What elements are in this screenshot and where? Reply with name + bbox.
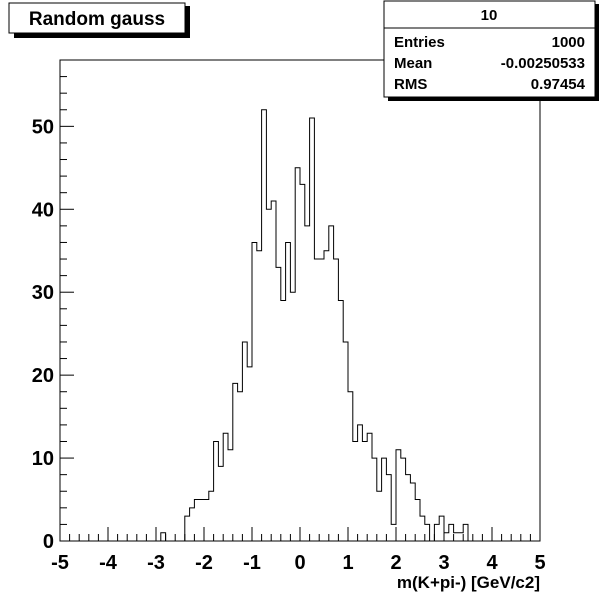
- plot-frame: [59, 59, 541, 542]
- x-tick-label: 4: [486, 552, 498, 574]
- histogram-bar-32: [214, 441, 219, 541]
- x-tick-label: 2: [390, 552, 401, 574]
- histogram-bar-82: [454, 533, 459, 541]
- histogram-outline: [60, 109, 540, 542]
- histogram-bar-79: [439, 516, 444, 541]
- histogram-bar-67: [382, 458, 387, 541]
- histogram-bar-84: [463, 524, 468, 541]
- histogram-bar-36: [233, 383, 238, 541]
- histogram-bar-66: [377, 491, 382, 541]
- histogram-bar-44: [271, 201, 276, 541]
- histogram-bar-58: [338, 301, 343, 542]
- stats-box: 10 Entries 1000 Mean -0.00250533 RMS 0.9…: [383, 0, 599, 101]
- histogram-bar-70: [396, 450, 401, 541]
- histogram-bar-52: [310, 118, 315, 541]
- x-axis-ticks: -5 -4 -3 -2 -1 0 1 2 3 4 5: [51, 527, 546, 574]
- histogram-bar-35: [228, 450, 233, 541]
- stats-entries-label: Entries: [394, 34, 445, 51]
- x-tick-label: 5: [534, 552, 545, 574]
- histogram-bar-45: [276, 267, 281, 541]
- x-axis-title: m(K+pi-) [GeV/c2]: [397, 573, 540, 592]
- histogram-bar-72: [406, 475, 411, 541]
- histogram-bar-81: [449, 524, 454, 541]
- histogram-bar-64: [367, 433, 372, 541]
- stats-rms-label: RMS: [394, 76, 427, 93]
- histogram-bar-30: [204, 500, 209, 541]
- histogram-bar-62: [358, 425, 363, 541]
- histogram-bar-40: [252, 242, 257, 541]
- y-tick-label: 30: [32, 282, 54, 304]
- histogram-bar-41: [257, 251, 262, 541]
- histogram-bar-76: [425, 524, 430, 541]
- y-tick-label: 0: [43, 531, 54, 553]
- histogram-bar-39: [247, 367, 252, 541]
- stats-mean-value: -0.00250533: [501, 55, 585, 72]
- x-tick-label: -5: [51, 552, 69, 574]
- histogram-bar-78: [434, 524, 439, 541]
- y-tick-label: 50: [32, 116, 54, 138]
- histogram-bar-57: [334, 259, 339, 541]
- histogram-bar-74: [415, 500, 420, 541]
- stats-mean-label: Mean: [394, 55, 432, 72]
- histogram-bar-73: [410, 483, 415, 541]
- chart-title: Random gauss: [29, 9, 165, 30]
- histogram-bar-43: [266, 209, 271, 541]
- histogram-bar-42: [262, 110, 267, 541]
- y-tick-label: 10: [32, 448, 54, 470]
- histogram-bar-34: [223, 433, 228, 541]
- x-tick-label: -4: [99, 552, 118, 574]
- histogram-bar-55: [324, 251, 329, 541]
- histogram-bar-65: [372, 458, 377, 541]
- histogram-bar-38: [242, 342, 247, 541]
- histogram-bar-50: [300, 184, 305, 541]
- histogram-bar-37: [238, 392, 243, 541]
- x-tick-label: -2: [195, 552, 213, 574]
- histogram-bar-61: [353, 441, 358, 541]
- histogram-bar-29: [199, 500, 204, 541]
- x-tick-label: 1: [342, 552, 353, 574]
- histogram-bar-80: [444, 533, 449, 541]
- histogram-bar-83: [458, 533, 463, 541]
- histogram-bar-47: [286, 242, 291, 541]
- histogram-bar-46: [281, 301, 286, 542]
- histogram-bar-28: [194, 500, 199, 541]
- histogram-bar-68: [386, 475, 391, 541]
- histogram-bar-63: [362, 441, 367, 541]
- histogram-bar-54: [319, 259, 324, 541]
- histogram-bar-59: [343, 342, 348, 541]
- histogram-bar-69: [391, 524, 396, 541]
- histogram-bar-33: [218, 466, 223, 541]
- histogram-bar-53: [314, 259, 319, 541]
- histogram-bar-71: [401, 458, 406, 541]
- y-tick-label: 20: [32, 365, 54, 387]
- x-tick-label: 3: [438, 552, 449, 574]
- histogram-bar-31: [209, 491, 214, 541]
- histogram-bar-27: [190, 508, 195, 541]
- histogram-bar-51: [305, 226, 310, 541]
- histogram-bar-75: [420, 516, 425, 541]
- x-tick-label: 0: [294, 552, 305, 574]
- histogram-bar-21: [161, 533, 166, 541]
- x-tick-label: -3: [147, 552, 165, 574]
- histogram-bar-49: [295, 168, 300, 541]
- x-tick-label: -1: [243, 552, 261, 574]
- y-tick-label: 40: [32, 199, 54, 221]
- histogram-bar-26: [185, 516, 190, 541]
- stats-rms-value: 0.97454: [531, 76, 586, 93]
- y-axis-ticks: 0 10 20 30 40 50: [32, 76, 74, 553]
- histogram-bar-48: [290, 292, 295, 541]
- stats-name: 10: [481, 7, 498, 24]
- title-box: Random gauss: [8, 2, 190, 38]
- histogram-bar-56: [329, 226, 334, 541]
- histogram-bar-60: [348, 392, 353, 541]
- stats-entries-value: 1000: [552, 34, 585, 51]
